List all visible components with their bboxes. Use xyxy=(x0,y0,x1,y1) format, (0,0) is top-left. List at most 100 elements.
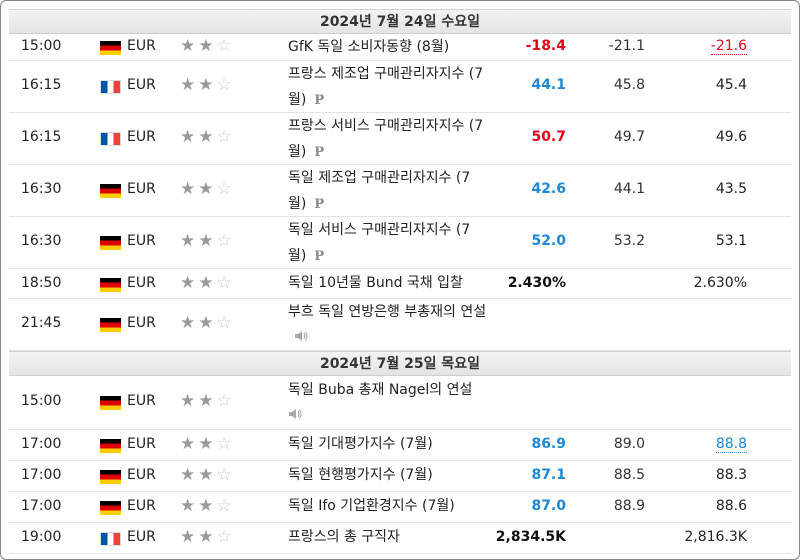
event-name[interactable]: 독일 Ifo 기업환경지수 (7월) xyxy=(288,493,496,519)
previous-value: 2,816.3K xyxy=(684,529,747,545)
table-row[interactable]: 17:00 EUR ★★☆ 독일 기대평가지수 (7월) 86.9 89.0 8… xyxy=(9,430,791,461)
event-name[interactable]: GfK 독일 소비자동향 (8월) xyxy=(288,34,496,60)
actual-value: 52.0 xyxy=(531,233,566,249)
event-label: 프랑스의 총 구직자 xyxy=(288,529,400,545)
event-name[interactable]: 부흐 독일 연방은행 부총재의 연설 xyxy=(288,299,496,351)
currency-label: EUR xyxy=(127,129,156,145)
preliminary-icon: P xyxy=(314,93,325,108)
table-row[interactable]: 16:15 EUR ★★☆ 프랑스 제조업 구매관리자지수 (7월) P 44.1… xyxy=(9,61,791,113)
actual-value: 2.430% xyxy=(507,275,566,291)
event-name[interactable]: 독일 현행평가지수 (7월) xyxy=(288,462,496,488)
star-icon: ★ xyxy=(180,313,199,333)
importance-stars: ★★☆ xyxy=(180,179,235,199)
importance-stars: ★★☆ xyxy=(180,391,235,411)
forecast-value: 88.5 xyxy=(613,467,645,483)
previous-value: 88.3 xyxy=(715,467,747,483)
table-row[interactable]: 21:45 EUR ★★☆ 부흐 독일 연방은행 부총재의 연설 xyxy=(9,299,791,351)
currency-label: EUR xyxy=(127,467,156,483)
star-icon: ★ xyxy=(198,496,217,516)
event-name[interactable]: 독일 10년물 Bund 국채 입찰 xyxy=(288,270,496,296)
star-icon: ☆ xyxy=(216,127,235,147)
event-name[interactable]: 프랑스 제조업 구매관리자지수 (7월) P xyxy=(288,61,496,114)
star-icon: ★ xyxy=(198,391,217,411)
germany-flag-icon xyxy=(100,501,121,515)
star-icon: ★ xyxy=(180,75,199,95)
day-header: 2024년 7월 25일 목요일 xyxy=(9,351,791,376)
table-row[interactable]: 17:00 EUR ★★☆ 독일 Ifo 기업환경지수 (7월) 87.0 88… xyxy=(9,492,791,523)
table-row[interactable]: 15:00 EUR ★★☆ GfK 독일 소비자동향 (8월) -18.4 -2… xyxy=(9,34,791,61)
importance-stars: ★★☆ xyxy=(180,465,235,485)
star-icon: ★ xyxy=(198,75,217,95)
event-name[interactable]: 독일 제조업 구매관리자지수 (7월) P xyxy=(288,165,496,218)
revised-previous[interactable]: 88.8 xyxy=(715,436,747,453)
star-icon: ★ xyxy=(180,527,199,547)
previous-value: 2.630% xyxy=(693,275,747,291)
star-icon: ★ xyxy=(180,127,199,147)
event-label: 독일 제조업 구매관리자지수 (7월) xyxy=(288,170,471,212)
previous-value: 88.6 xyxy=(715,498,747,514)
star-icon: ★ xyxy=(198,527,217,547)
forecast-value: 88.9 xyxy=(613,498,645,514)
importance-stars: ★★☆ xyxy=(180,434,235,454)
actual-value: 42.6 xyxy=(531,181,566,197)
day-header: 2024년 7월 24일 수요일 xyxy=(9,9,791,34)
revised-previous[interactable]: -21.6 xyxy=(710,38,747,55)
event-label: 독일 10년물 Bund 국채 입찰 xyxy=(288,275,463,291)
table-row[interactable]: 18:50 EUR ★★☆ 독일 10년물 Bund 국채 입찰 2.430% … xyxy=(9,269,791,299)
currency-label: EUR xyxy=(127,436,156,452)
event-name[interactable]: 독일 기대평가지수 (7월) xyxy=(288,431,496,457)
star-icon: ★ xyxy=(180,496,199,516)
importance-stars: ★★☆ xyxy=(180,231,235,251)
table-row[interactable]: 17:00 EUR ★★☆ 독일 현행평가지수 (7월) 87.1 88.5 8… xyxy=(9,461,791,492)
currency-label: EUR xyxy=(127,38,156,54)
table-row[interactable]: 19:00 EUR ★★☆ 프랑스의 총 구직자 2,834.5K 2,816.… xyxy=(9,523,791,554)
table-row[interactable]: 16:15 EUR ★★☆ 프랑스 서비스 구매관리자지수 (7월) P 50.7… xyxy=(9,113,791,165)
previous-value: 53.1 xyxy=(715,233,747,249)
forecast-value: -21.1 xyxy=(608,38,645,54)
star-icon: ☆ xyxy=(216,391,235,411)
event-time: 15:00 xyxy=(21,38,62,54)
star-icon: ☆ xyxy=(216,313,235,333)
event-name[interactable]: 독일 서비스 구매관리자지수 (7월) P xyxy=(288,217,496,270)
speaker-icon xyxy=(288,403,302,429)
star-icon: ★ xyxy=(198,434,217,454)
forecast-value: 49.7 xyxy=(613,129,645,145)
star-icon: ☆ xyxy=(216,75,235,95)
star-icon: ☆ xyxy=(216,527,235,547)
star-icon: ☆ xyxy=(216,434,235,454)
actual-value: -18.4 xyxy=(525,38,566,54)
importance-stars: ★★☆ xyxy=(180,75,235,95)
star-icon: ☆ xyxy=(216,179,235,199)
star-icon: ☆ xyxy=(216,465,235,485)
event-label: 프랑스 제조업 구매관리자지수 (7월) xyxy=(288,66,484,108)
preliminary-icon: P xyxy=(314,249,325,264)
event-label: GfK 독일 소비자동향 (8월) xyxy=(288,39,450,55)
event-label: 독일 Ifo 기업환경지수 (7월) xyxy=(288,498,455,514)
event-time: 19:00 xyxy=(21,529,62,545)
germany-flag-icon xyxy=(100,396,121,410)
star-icon: ★ xyxy=(180,36,199,56)
currency-label: EUR xyxy=(127,233,156,249)
event-label: 부흐 독일 연방은행 부총재의 연설 xyxy=(288,304,487,320)
table-row[interactable]: 16:30 EUR ★★☆ 독일 제조업 구매관리자지수 (7월) P 42.6 … xyxy=(9,165,791,217)
event-time: 17:00 xyxy=(21,498,62,514)
event-name[interactable]: 독일 Buba 총재 Nagel의 연설 xyxy=(288,377,496,429)
previous-value: 49.6 xyxy=(715,129,747,145)
event-label: 독일 기대평가지수 (7월) xyxy=(288,436,433,452)
event-name[interactable]: 프랑스 서비스 구매관리자지수 (7월) P xyxy=(288,113,496,166)
currency-label: EUR xyxy=(127,393,156,409)
currency-label: EUR xyxy=(127,77,156,93)
table-row[interactable]: 16:30 EUR ★★☆ 독일 서비스 구매관리자지수 (7월) P 52.0 … xyxy=(9,217,791,269)
importance-stars: ★★☆ xyxy=(180,527,235,547)
preliminary-icon: P xyxy=(314,145,325,160)
germany-flag-icon xyxy=(100,184,121,198)
france-flag-icon xyxy=(100,532,121,546)
event-label: 독일 서비스 구매관리자지수 (7월) xyxy=(288,222,471,264)
event-name[interactable]: 프랑스의 총 구직자 xyxy=(288,524,496,550)
forecast-value: 44.1 xyxy=(613,181,645,197)
table-row[interactable]: 15:00 EUR ★★☆ 독일 Buba 총재 Nagel의 연설 xyxy=(9,376,791,430)
currency-label: EUR xyxy=(127,181,156,197)
actual-value: 2,834.5K xyxy=(495,529,566,545)
currency-label: EUR xyxy=(127,275,156,291)
